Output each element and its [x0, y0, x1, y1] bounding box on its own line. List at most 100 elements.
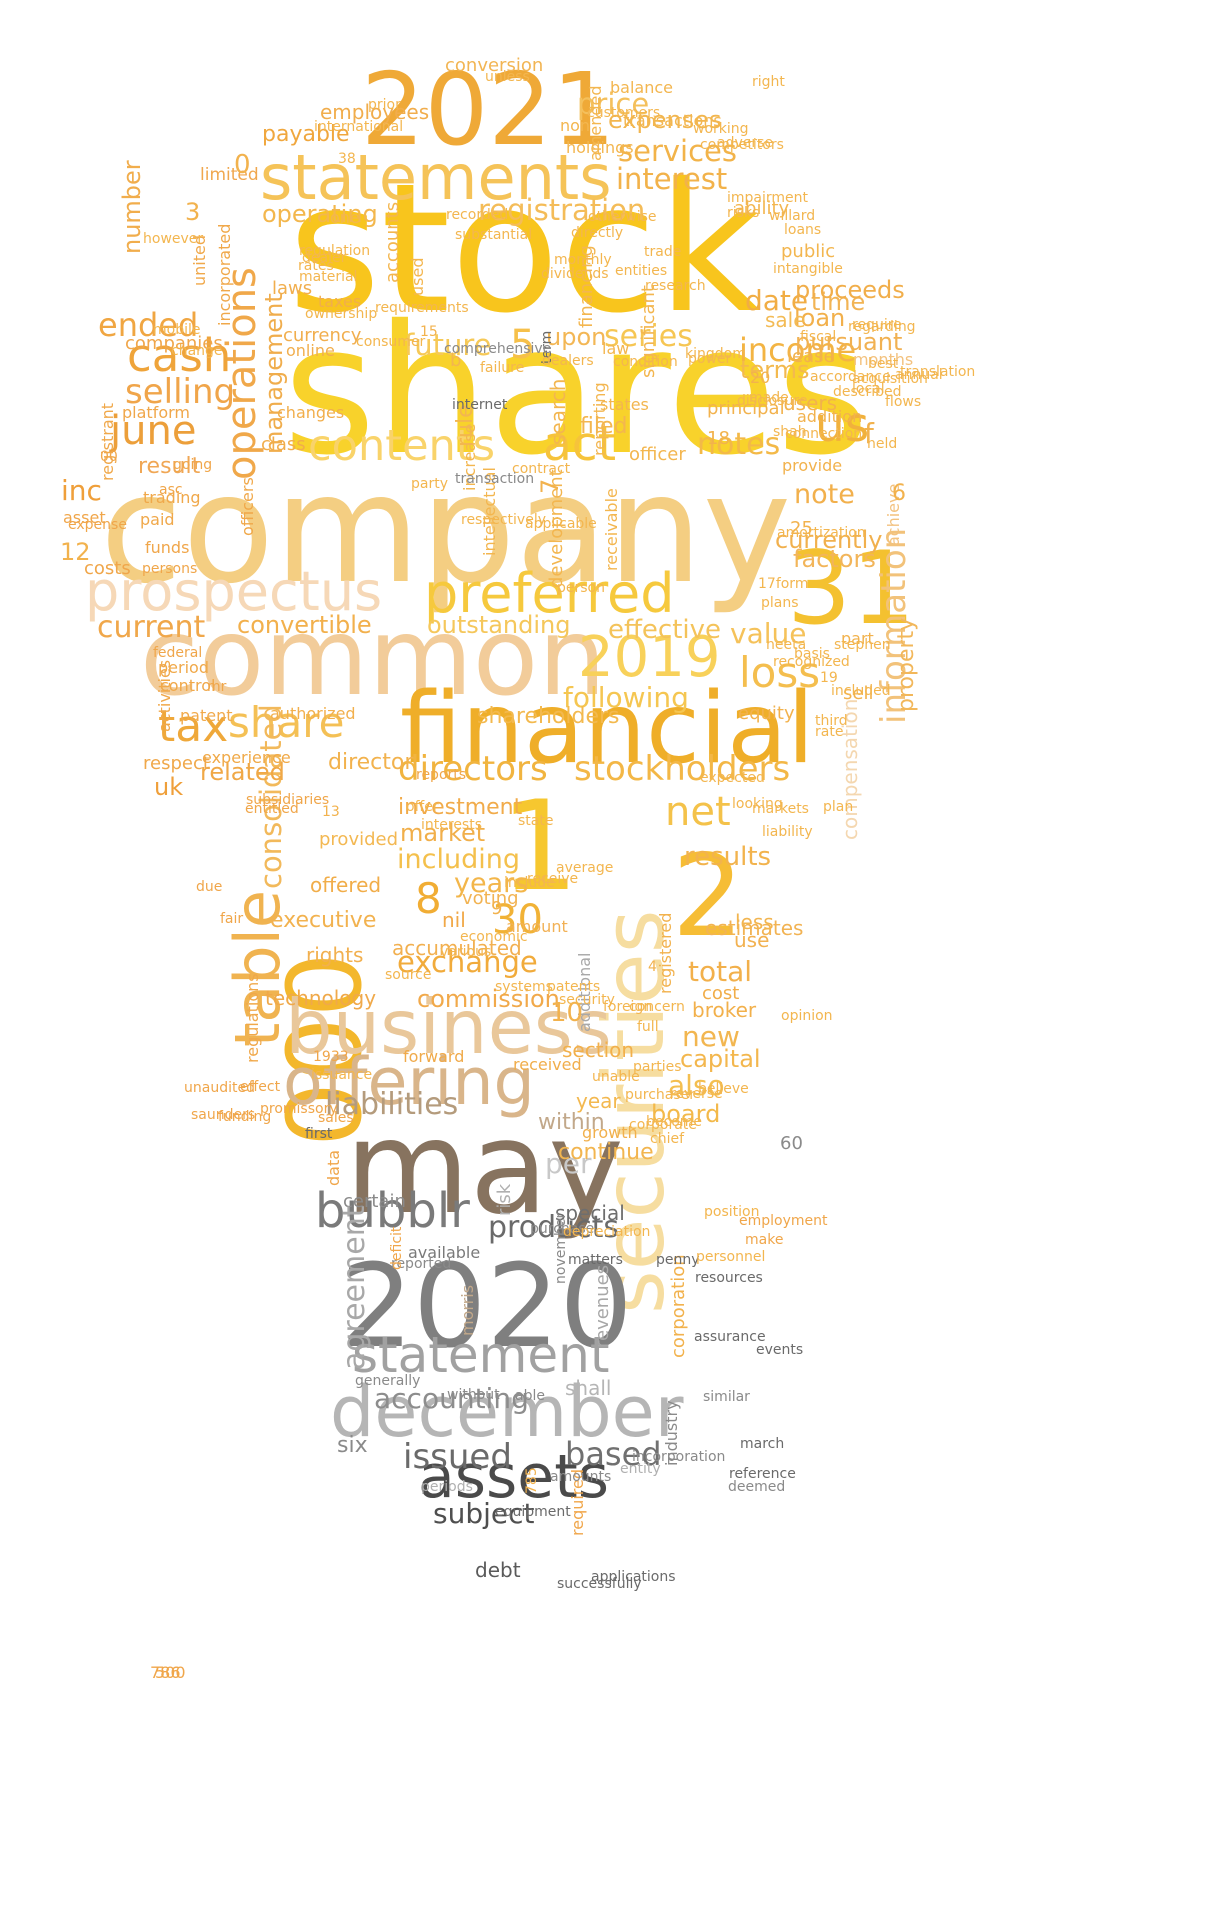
word-fiscal: fiscal	[800, 329, 837, 345]
word-786: 786	[150, 1663, 181, 1682]
word-applications: applications	[591, 1569, 676, 1585]
word-statements: statements	[260, 141, 612, 214]
word-inc: inc	[61, 474, 102, 507]
word-ability: ability	[734, 198, 790, 219]
word-2020: 2020	[340, 1240, 633, 1374]
word-material: material	[299, 269, 358, 285]
word-change: change	[171, 343, 223, 359]
word-comprehensive: comprehensive	[444, 341, 552, 357]
word-users: users	[783, 391, 838, 415]
word-interest: interest	[616, 162, 728, 196]
word-source: source	[385, 967, 432, 983]
word-annual: annual	[895, 367, 943, 383]
word-currency: currency	[283, 325, 362, 346]
word-principal: principal	[707, 398, 785, 419]
word-number: number	[118, 160, 146, 254]
word-issued: issued	[403, 1437, 512, 1477]
word-december: december	[330, 1371, 684, 1453]
word-addition: addition	[797, 407, 863, 426]
word-due: due	[196, 879, 223, 895]
word-risk: risk	[494, 1183, 515, 1216]
word-management: management	[260, 293, 288, 454]
word-proceeds: proceeds	[795, 276, 905, 304]
word-19: 19	[820, 670, 838, 686]
word-competitors: competitors	[700, 137, 784, 153]
word-agreement: agreement	[337, 1205, 372, 1370]
word-received: received	[513, 1055, 582, 1074]
word-right: right	[752, 74, 785, 90]
word-morris: morris	[458, 1284, 477, 1336]
word-respectively: respectively	[461, 512, 547, 528]
word-entity: entity	[620, 1461, 661, 1477]
word-recognized: recognized	[773, 654, 850, 670]
word-offer: offer	[406, 799, 439, 815]
word-matters: matters	[568, 1252, 623, 1268]
word-issuance: issuance	[311, 1067, 373, 1083]
word-rates: rates	[298, 258, 334, 274]
word-unable: unable	[592, 1069, 640, 1085]
word-price: price	[577, 87, 650, 121]
word-executive: executive	[270, 908, 377, 933]
word-terms: terms	[740, 356, 810, 384]
word-described: described	[833, 384, 902, 400]
word-transaction: transaction	[455, 471, 535, 487]
word-reference: reference	[729, 1466, 796, 1482]
word-cost: cost	[702, 983, 740, 1004]
word-unaudited: unaudited	[184, 1080, 255, 1096]
word-dealer: dealer	[302, 250, 347, 266]
word-depreciation: depreciation	[563, 1224, 651, 1240]
word-following: following	[563, 681, 689, 714]
word-consumer: consumer	[356, 334, 426, 350]
word-loans: loans	[784, 222, 822, 238]
word-ended: ended	[98, 306, 199, 344]
word-18: 18	[707, 428, 730, 449]
word-pursuant: pursuant	[795, 328, 903, 356]
word-include: include	[504, 875, 555, 891]
word-funds: funds	[145, 538, 190, 557]
word-penny: penny	[656, 1252, 700, 1268]
word-6: 6	[892, 481, 906, 506]
word-13: 13	[322, 804, 340, 820]
word-incorporation: incorporation	[632, 1449, 726, 1465]
word-corporation: corporation	[668, 1254, 689, 1358]
word-contents: contents	[308, 421, 496, 471]
word-equity: equity	[738, 703, 795, 724]
word-dealers: dealers	[542, 353, 594, 369]
word-officers: officers	[238, 477, 257, 536]
word-neeta: neeta	[766, 637, 807, 653]
word-regulation: regulation	[299, 243, 371, 259]
word-power: power	[688, 351, 732, 367]
word-data: data	[324, 1149, 343, 1186]
word-person: person	[557, 580, 605, 596]
word-best: best	[868, 356, 899, 372]
word-b: b	[450, 350, 462, 371]
word-amount: amount	[506, 917, 568, 936]
word-offering: offering	[283, 1045, 535, 1120]
word-otherwise: otherwise	[588, 209, 657, 225]
word-accumulated: accumulated	[392, 936, 522, 960]
word-respect: respect	[143, 753, 210, 774]
word-kingdom: kingdom	[685, 346, 746, 362]
word-us: us	[815, 398, 870, 453]
word-effect: effect	[240, 1079, 281, 1095]
word-results: results	[684, 842, 772, 872]
word-however: however	[143, 231, 204, 247]
word-fair: fair	[220, 911, 244, 927]
word-forward: forward	[403, 1047, 465, 1066]
word-capital: capital	[680, 1045, 761, 1073]
word-subject: subject	[433, 1497, 535, 1530]
word-require: require	[852, 317, 902, 333]
word-first: first	[305, 1126, 333, 1142]
word-transactions: transactions	[623, 111, 722, 130]
word-looking: looking	[732, 796, 783, 812]
word-selling: selling	[125, 372, 236, 412]
word-believe: believe	[698, 1081, 749, 1097]
word-market: market	[400, 819, 486, 847]
word-personnel: personnel	[696, 1249, 766, 1265]
word-3: 3	[185, 198, 201, 226]
word-growth: growth	[582, 1123, 638, 1142]
word-also: also	[668, 1069, 725, 1102]
word-revenues: revenues	[592, 1264, 613, 1348]
word-assurance: assurance	[694, 1329, 766, 1345]
word-march: march	[740, 1436, 785, 1452]
